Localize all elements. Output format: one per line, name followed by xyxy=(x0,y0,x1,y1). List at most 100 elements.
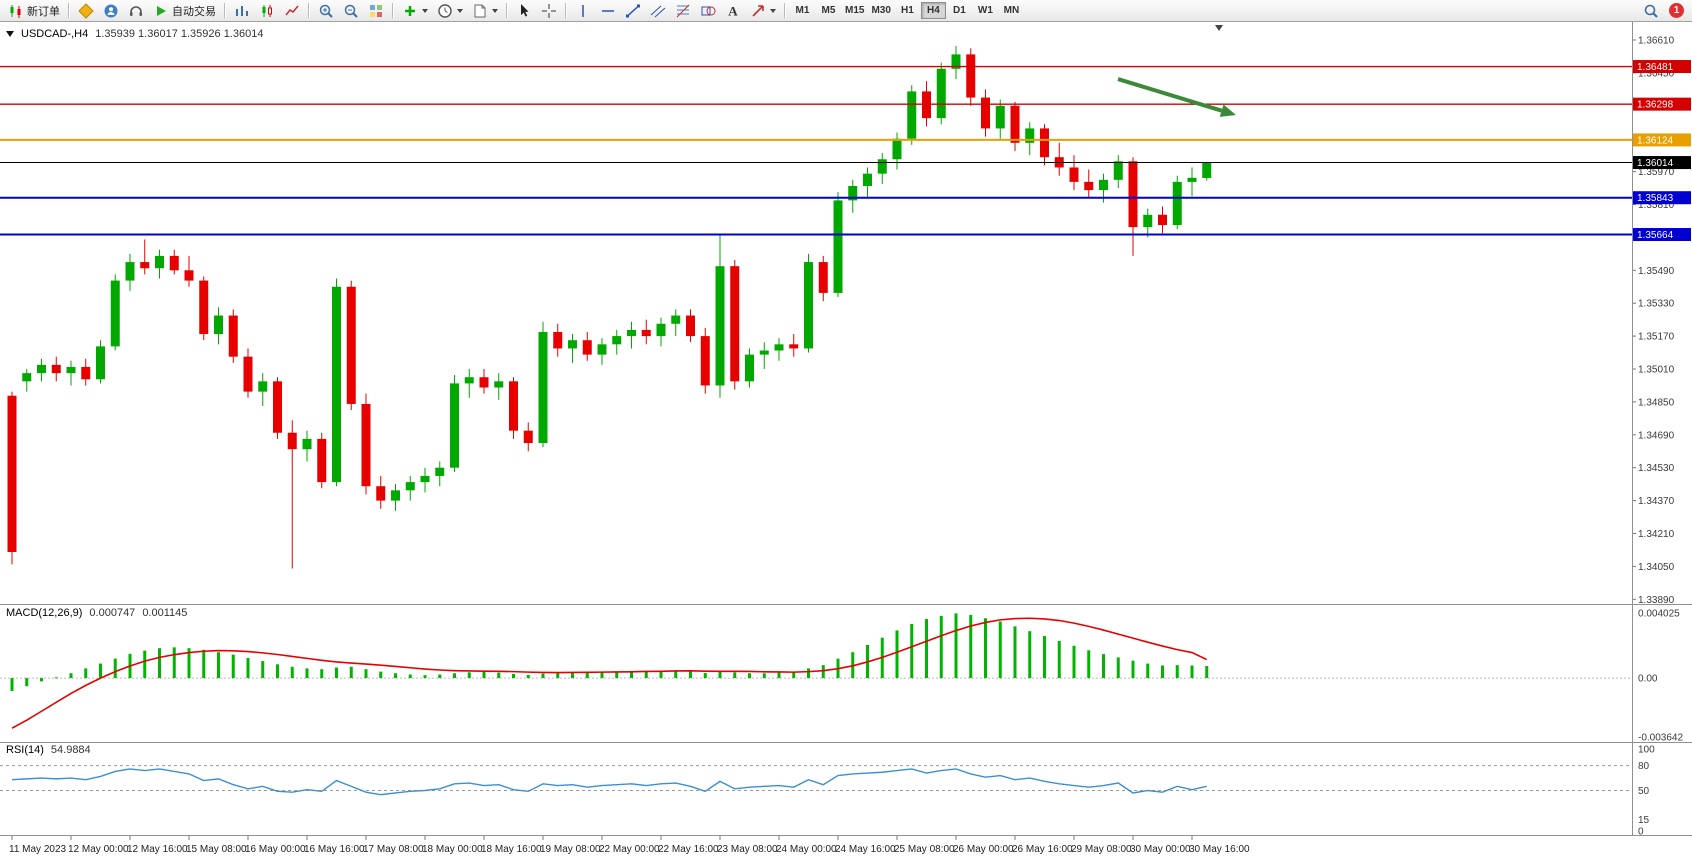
timeframe-h1-button[interactable]: H1 xyxy=(895,2,920,19)
timeframe-m1-button[interactable]: M1 xyxy=(790,2,815,19)
svg-text:15 May 08:00: 15 May 08:00 xyxy=(186,844,247,855)
svg-text:12 May 16:00: 12 May 16:00 xyxy=(127,844,188,855)
toolbar-separator xyxy=(68,3,70,18)
svg-text:25 May 08:00: 25 May 08:00 xyxy=(894,844,955,855)
price-tag xyxy=(1633,191,1691,205)
svg-text:22 May 00:00: 22 May 00:00 xyxy=(599,844,660,855)
svg-text:26 May 16:00: 26 May 16:00 xyxy=(1012,844,1073,855)
shapes-icon xyxy=(701,6,716,15)
profile-button[interactable] xyxy=(99,1,123,20)
price-tag-label: 1.35843 xyxy=(1637,193,1674,204)
svg-text:19 May 08:00: 19 May 08:00 xyxy=(540,844,601,855)
svg-text:24 May 00:00: 24 May 00:00 xyxy=(776,844,837,855)
horizontal-line-button[interactable] xyxy=(596,1,620,20)
svg-text:1.34370: 1.34370 xyxy=(1638,496,1675,507)
candlestick-chart-icon xyxy=(262,4,272,17)
svg-text:24 May 16:00: 24 May 16:00 xyxy=(835,844,896,855)
text-button[interactable]: A xyxy=(721,1,745,20)
price-tag-label: 1.36481 xyxy=(1637,62,1674,73)
candlestick-chart-button[interactable] xyxy=(255,1,279,20)
svg-text:-0.003642: -0.003642 xyxy=(1638,733,1683,744)
svg-text:30 May 00:00: 30 May 00:00 xyxy=(1130,844,1191,855)
search-icon xyxy=(1644,4,1658,18)
svg-text:30 May 16:00: 30 May 16:00 xyxy=(1189,844,1250,855)
metaeditor-button[interactable] xyxy=(74,1,98,20)
svg-text:100: 100 xyxy=(1638,745,1655,756)
svg-text:16 May 00:00: 16 May 00:00 xyxy=(245,844,306,855)
periods-button[interactable] xyxy=(433,1,467,20)
svg-text:1.35330: 1.35330 xyxy=(1638,299,1675,310)
svg-text:1.34850: 1.34850 xyxy=(1638,397,1675,408)
trend-arrow-annotation[interactable] xyxy=(1117,77,1223,113)
svg-text:1.36450: 1.36450 xyxy=(1638,68,1675,79)
text-icon: A xyxy=(728,3,738,18)
notification-badge[interactable]: 1 xyxy=(1669,3,1684,18)
new-order-label: 新订单 xyxy=(27,5,60,18)
timeframe-w1-button[interactable]: W1 xyxy=(973,2,998,19)
autotrading-button[interactable]: 自动交易 xyxy=(149,1,220,20)
cursor-button[interactable] xyxy=(512,1,536,20)
macd-pane xyxy=(10,613,1209,729)
chart-shift-marker[interactable] xyxy=(1215,25,1223,31)
svg-text:16 May 16:00: 16 May 16:00 xyxy=(304,844,365,855)
svg-text:18 May 00:00: 18 May 00:00 xyxy=(422,844,483,855)
bar-chart-button[interactable] xyxy=(230,1,254,20)
arrows-button[interactable] xyxy=(746,1,780,20)
dropdown-caret-icon xyxy=(492,8,498,13)
svg-text:12 May 00:00: 12 May 00:00 xyxy=(68,844,129,855)
toolbar-separator xyxy=(784,3,786,18)
zoom-out-button[interactable] xyxy=(339,1,363,20)
shapes-button[interactable] xyxy=(696,1,720,20)
svg-text:A: A xyxy=(728,3,738,18)
chart-canvas[interactable]: 1.366101.364501.362901.361301.359701.358… xyxy=(0,22,1692,863)
new-order-icon xyxy=(10,4,21,18)
svg-text:1.35010: 1.35010 xyxy=(1638,365,1675,376)
vertical-line-button[interactable] xyxy=(571,1,595,20)
price-tag xyxy=(1633,228,1691,242)
search-button[interactable] xyxy=(1639,1,1663,20)
crosshair-button[interactable] xyxy=(537,1,561,20)
new-order-button[interactable]: 新订单 xyxy=(4,1,64,20)
timeframe-m15-button[interactable]: M15 xyxy=(842,2,867,19)
channel-button[interactable] xyxy=(646,1,670,20)
toolbar-separator xyxy=(308,3,310,18)
timeframe-mn-button[interactable]: MN xyxy=(999,2,1024,19)
indicators-button[interactable] xyxy=(398,1,432,20)
svg-text:22 May 16:00: 22 May 16:00 xyxy=(658,844,719,855)
headset-button[interactable] xyxy=(124,1,148,20)
dropdown-caret-icon xyxy=(770,8,776,13)
price-tag-label: 1.36124 xyxy=(1637,135,1674,146)
fibonacci-button[interactable] xyxy=(671,1,695,20)
vertical-line-icon xyxy=(582,4,584,17)
toolbar-separator xyxy=(392,3,394,18)
dropdown-caret-icon xyxy=(422,8,428,13)
candles xyxy=(7,46,1212,569)
toolbar-separator xyxy=(224,3,226,18)
price-tag-label: 1.36298 xyxy=(1637,100,1674,111)
svg-text:26 May 00:00: 26 May 00:00 xyxy=(953,844,1014,855)
bar-chart-icon xyxy=(236,5,248,16)
zoom-in-button[interactable] xyxy=(314,1,338,20)
timeframe-h4-button[interactable]: H4 xyxy=(920,2,946,19)
tile-windows-button[interactable] xyxy=(364,1,388,20)
trend-arrow-head xyxy=(1219,104,1236,117)
templates-button[interactable] xyxy=(468,1,502,20)
svg-text:0.004025: 0.004025 xyxy=(1638,609,1680,620)
zoom-out-icon xyxy=(344,4,358,18)
timeframe-m30-button[interactable]: M30 xyxy=(868,2,893,19)
svg-text:18 May 16:00: 18 May 16:00 xyxy=(481,844,542,855)
trendline-button[interactable] xyxy=(621,1,645,20)
symbol-menu-icon[interactable] xyxy=(6,31,14,37)
timeframe-d1-button[interactable]: D1 xyxy=(947,2,972,19)
price-tag xyxy=(1633,60,1691,74)
chart-window: 1.366101.364501.362901.361301.359701.358… xyxy=(0,22,1692,863)
toolbar-separator xyxy=(506,3,508,18)
timeframe-m5-button[interactable]: M5 xyxy=(816,2,841,19)
svg-text:0: 0 xyxy=(1638,827,1644,838)
cursor-arrow-icon xyxy=(521,3,529,17)
line-chart-button[interactable] xyxy=(280,1,304,20)
headset-icon xyxy=(130,5,142,16)
svg-text:1.35970: 1.35970 xyxy=(1638,167,1675,178)
svg-text:1.36610: 1.36610 xyxy=(1638,36,1675,47)
